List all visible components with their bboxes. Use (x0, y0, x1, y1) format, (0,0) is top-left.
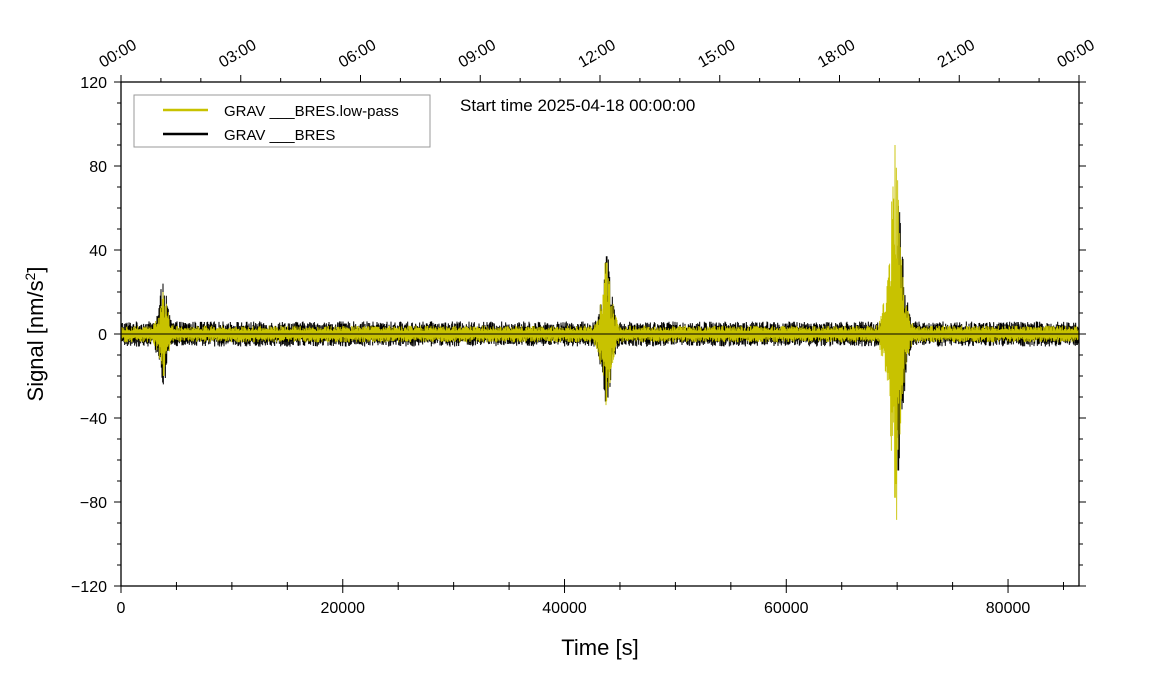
y-tick-label: −40 (80, 411, 107, 428)
x-tick-label: 0 (117, 600, 126, 617)
top-tick-label: 18:00 (815, 37, 858, 72)
start-time-annotation: Start time 2025-04-18 00:00:00 (460, 96, 695, 115)
series-grav-bres-lowpass-line (121, 144, 1079, 520)
x-tick-label: 40000 (542, 600, 587, 617)
x-axis: 0 20000 40000 60000 80000 (117, 579, 1064, 617)
y-tick-label: 0 (98, 327, 107, 344)
series-grav-bres-line (121, 205, 1079, 471)
top-tick-label: 15:00 (695, 37, 738, 72)
y-axis-title-superscript: 2 (22, 272, 38, 280)
y-tick-label: 120 (80, 75, 107, 92)
top-tick-label: 09:00 (456, 37, 499, 72)
plot-traces (121, 144, 1079, 520)
x-axis-title: Time [s] (561, 635, 638, 660)
legend-label-bres: GRAV ___BRES (224, 127, 335, 144)
x-tick-label: 20000 (321, 600, 366, 617)
top-axis: 00:00 03:00 06:00 09:00 12:00 15:00 18:00 21:00… (97, 37, 1098, 82)
legend-label-lowpass: GRAV ___BRES.low-pass (224, 103, 399, 120)
y-axis-title-close: ] (23, 267, 48, 273)
y-axis-title: Signal [nm/s2] (22, 267, 48, 402)
y-tick-label: 40 (89, 243, 107, 260)
y-tick-label: −80 (80, 495, 107, 512)
top-tick-label: 21:00 (935, 37, 978, 72)
top-tick-label: 00:00 (1055, 37, 1098, 72)
y-axis: −120 −80 −40 0 40 80 120 (71, 75, 1086, 596)
top-tick-label: 03:00 (216, 37, 259, 72)
top-tick-label: 06:00 (336, 37, 379, 72)
top-tick-label: 00:00 (97, 37, 140, 72)
y-tick-label: 80 (89, 159, 107, 176)
y-axis-title-main: Signal [nm/s (23, 280, 48, 401)
x-tick-label: 60000 (764, 600, 809, 617)
top-tick-label: 12:00 (576, 37, 619, 72)
legend: GRAV ___BRES.low-pass GRAV ___BRES (133, 94, 431, 148)
legend-box (133, 94, 431, 148)
x-tick-label: 80000 (986, 600, 1031, 617)
y-tick-label: −120 (71, 579, 107, 596)
